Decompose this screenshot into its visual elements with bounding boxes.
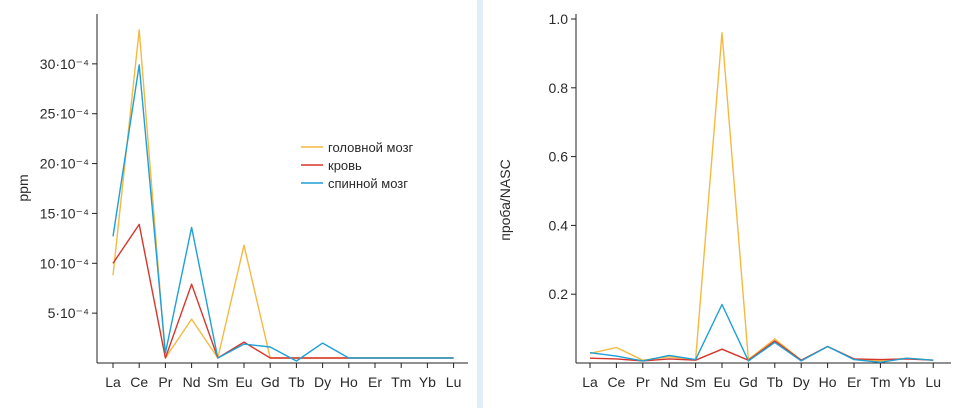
y-tick-label: 0.6 [549,149,569,165]
x-tick-label-sm: Sm [685,374,706,390]
x-tick-label-sm: Sm [207,374,228,390]
y-tick-label: 25·10⁻⁴ [40,106,89,122]
x-tick-label-ce: Ce [130,374,148,390]
chart-right: 0.2 0.4 0.6 0.8 1.0 La Ce Pr Nd Sm Eu Gd Tb Dy Ho Er Tm… [497,11,951,390]
x-tick-label-gd: Gd [739,374,758,390]
x-tick-label-nd: Nd [660,374,678,390]
x-tick-label-er: Er [847,374,861,390]
legend-label-brain: головной мозг [328,140,414,155]
x-tick-label-tb: Tb [767,374,784,390]
chart-panel-left: 5·10⁻⁴ 10·10⁻⁴ 15·10⁻⁴ 20·10⁻⁴ 25·10⁻⁴ 30·10⁻… [0,0,477,408]
x-tick-label-eu: Eu [713,374,730,390]
x-tick-label-la: La [582,374,598,390]
x-tick-label-yb: Yb [898,374,915,390]
x-tick-label-la: La [105,374,121,390]
y-tick-label: 15·10⁻⁴ [40,205,89,221]
chart-left: 5·10⁻⁴ 10·10⁻⁴ 15·10⁻⁴ 20·10⁻⁴ 25·10⁻⁴ 30·10⁻… [15,14,468,390]
y-tick-label: 5·10⁻⁴ [48,305,89,321]
x-tick-label-nd: Nd [183,374,201,390]
x-tick-label-pr: Pr [158,374,172,390]
y-axis-title: проба/NASC [497,159,513,240]
x-tick-label-er: Er [368,374,382,390]
y-tick-label: 1.0 [549,11,569,27]
x-tick-label-dy: Dy [793,374,810,390]
legend: головной мозг кровь спинной мозг [301,140,414,191]
chart-panel-right: 0.2 0.4 0.6 0.8 1.0 La Ce Pr Nd Sm Eu Gd Tb Dy Ho Er Tm… [483,0,958,408]
y-tick-label: 20·10⁻⁴ [40,156,89,172]
y-axis-title: ppm [15,174,31,201]
y-tick-label: 30·10⁻⁴ [40,56,89,72]
x-tick-label-lu: Lu [925,374,941,390]
series-line-brain [112,29,454,359]
x-tick-label-tb: Tb [288,374,305,390]
x-tick-label-ho: Ho [340,374,358,390]
x-tick-label-gd: Gd [261,374,280,390]
x-tick-label-eu: Eu [235,374,252,390]
y-tick-label: 0.2 [549,286,569,302]
series-line-spine [589,303,934,363]
x-tick-label-tm: Tm [870,374,890,390]
x-tick-label-dy: Dy [314,374,331,390]
x-tick-label-tm: Tm [391,374,411,390]
series-line-spine [112,64,454,362]
x-tick-label-ce: Ce [607,374,625,390]
x-tick-label-pr: Pr [636,374,650,390]
x-tick-label-ho: Ho [819,374,837,390]
y-tick-label: 10·10⁻⁴ [40,255,89,271]
x-tick-label-yb: Yb [419,374,436,390]
x-tick-label-lu: Lu [446,374,462,390]
series-line-brain [589,32,934,362]
y-tick-label: 0.4 [549,217,569,233]
legend-label-spine: спинной мозг [328,176,408,191]
legend-label-blood: кровь [328,158,362,173]
y-tick-label: 0.8 [549,80,569,96]
